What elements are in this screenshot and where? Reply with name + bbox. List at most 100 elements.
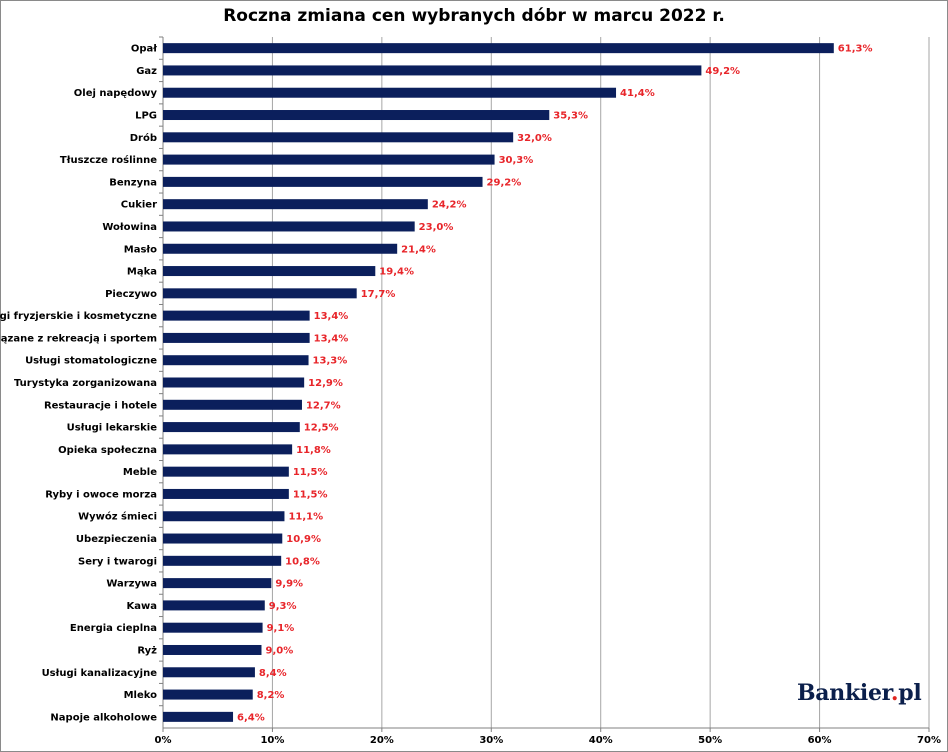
- category-label: Mleko: [124, 690, 158, 701]
- bar: [163, 466, 289, 477]
- bar: [163, 600, 265, 611]
- data-label: 8,2%: [257, 690, 285, 701]
- data-label: 8,4%: [259, 668, 287, 679]
- logo-dot: .: [890, 680, 899, 706]
- bar: [163, 511, 285, 522]
- bar: [163, 533, 283, 544]
- category-label: Pieczywo: [105, 289, 157, 300]
- data-label: 9,0%: [265, 645, 293, 656]
- bar: [163, 65, 702, 76]
- category-label: Wywóz śmieci: [78, 511, 157, 523]
- x-tick-label: 0%: [155, 735, 172, 746]
- category-label: Ryby i owoce morza: [45, 489, 157, 500]
- x-tick-label: 10%: [260, 735, 284, 746]
- x-tick-label: 70%: [917, 735, 941, 746]
- bar: [163, 622, 263, 633]
- data-label: 11,1%: [288, 512, 323, 523]
- data-label: 12,7%: [306, 400, 341, 411]
- category-label: Olej napędowy: [74, 88, 158, 99]
- bar: [163, 221, 415, 232]
- category-label: LPG: [135, 111, 157, 122]
- bar: [163, 488, 289, 499]
- data-label: 21,4%: [401, 244, 436, 255]
- bar: [163, 667, 255, 678]
- bar: [163, 266, 376, 277]
- bar: [163, 689, 253, 700]
- data-label: 32,0%: [517, 133, 552, 144]
- x-tick-label: 60%: [808, 735, 832, 746]
- logo-text-main: Bankier: [797, 680, 891, 706]
- data-label: 10,9%: [286, 534, 321, 545]
- category-label: Mąka: [127, 267, 157, 278]
- data-label: 11,5%: [293, 467, 328, 478]
- category-label: Drób: [130, 132, 157, 144]
- bar: [163, 444, 293, 455]
- category-label: Masło: [124, 244, 157, 255]
- bar: [163, 43, 834, 54]
- category-label: Wołowina: [102, 222, 157, 233]
- category-label: Meble: [123, 467, 157, 478]
- bar: [163, 355, 309, 366]
- category-label: Gaz: [136, 66, 157, 77]
- data-label: 30,3%: [499, 155, 534, 166]
- category-label: Napoje alkoholowe: [50, 712, 157, 723]
- bar: [163, 644, 262, 655]
- bar: [163, 87, 617, 98]
- bar: [163, 288, 357, 299]
- x-tick-label: 50%: [698, 735, 722, 746]
- data-label: 12,9%: [308, 378, 343, 389]
- bar: [163, 578, 272, 589]
- chart-title: Roczna zmiana cen wybranych dóbr w marcu…: [223, 6, 725, 26]
- bar: [163, 377, 305, 388]
- category-label: Usługi kanalizacyjne: [42, 668, 158, 679]
- bar: [163, 199, 428, 210]
- data-label: 17,7%: [361, 289, 396, 300]
- category-label: Usługi związane z rekreacją i sportem: [0, 333, 157, 344]
- category-label: Sery i twarogi: [78, 556, 157, 567]
- category-label: Turystyka zorganizowana: [14, 378, 157, 389]
- bar: [163, 711, 234, 722]
- data-label: 13,4%: [314, 333, 349, 344]
- x-tick-label: 20%: [370, 735, 394, 746]
- data-label: 11,8%: [296, 445, 331, 456]
- category-label: Energia cieplna: [70, 623, 157, 634]
- data-label: 61,3%: [838, 44, 873, 55]
- x-tick-label: 30%: [479, 735, 503, 746]
- data-label: 10,8%: [285, 556, 320, 567]
- bar: [163, 399, 302, 410]
- data-label: 29,2%: [487, 177, 522, 188]
- data-label: 11,5%: [293, 489, 328, 500]
- category-label: Cukier: [121, 200, 157, 211]
- category-label: Ubezpieczenia: [76, 534, 157, 545]
- category-label: Restauracje i hotele: [44, 400, 157, 411]
- x-tick-label: 40%: [589, 735, 613, 746]
- bankier-logo: Bankier.pl: [797, 680, 922, 706]
- category-label: Warzywa: [106, 579, 157, 590]
- bar: [163, 422, 300, 433]
- category-label: Usługi lekarskie: [67, 423, 158, 434]
- category-label: Kawa: [127, 601, 157, 612]
- bar: [163, 243, 398, 254]
- bar: [163, 110, 550, 121]
- data-label: 9,9%: [275, 579, 303, 590]
- bar: [163, 132, 514, 143]
- data-label: 49,2%: [705, 66, 740, 77]
- category-label: Opieka społeczna: [58, 445, 157, 456]
- data-label: 9,3%: [269, 601, 297, 612]
- category-label: Ryż: [137, 645, 157, 656]
- data-label: 13,3%: [313, 356, 348, 367]
- data-label: 6,4%: [237, 712, 265, 723]
- data-label: 41,4%: [620, 88, 655, 99]
- category-label: Usługi stomatologiczne: [25, 356, 157, 367]
- category-label: Benzyna: [109, 177, 157, 188]
- data-label: 23,0%: [419, 222, 454, 233]
- bar: [163, 332, 310, 343]
- data-label: 24,2%: [432, 200, 467, 211]
- data-label: 9,1%: [267, 623, 295, 634]
- bar: [163, 310, 310, 321]
- data-label: 12,5%: [304, 423, 339, 434]
- data-label: 13,4%: [314, 311, 349, 322]
- category-label: Opał: [131, 44, 157, 55]
